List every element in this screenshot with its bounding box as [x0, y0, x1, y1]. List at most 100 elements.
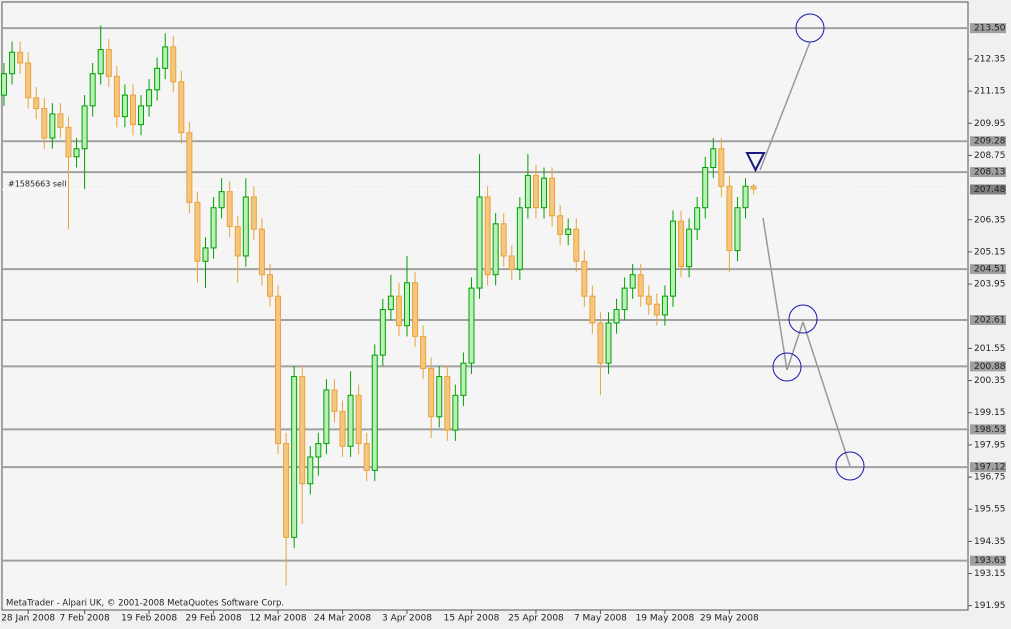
candle-body [500, 223, 507, 257]
level-label: 208.13 [974, 168, 1006, 178]
level-label-box [970, 315, 1006, 326]
candle-body [258, 228, 265, 276]
candle-body [307, 456, 314, 485]
candle-body [283, 443, 290, 538]
sell-arrow [745, 152, 766, 173]
candle-body [33, 97, 40, 110]
candle-body [524, 175, 531, 209]
candle-body [428, 368, 435, 418]
order-label: #1585663 sell [8, 180, 66, 189]
candle-body [202, 247, 209, 262]
level-label: 213.50 [974, 24, 1006, 34]
candle-body [97, 49, 104, 75]
y-tick-label: 211.15 [974, 87, 1006, 97]
candle-body [339, 410, 346, 447]
x-tick-label: 7 May 2008 [574, 614, 627, 624]
y-tick-label: 206.35 [974, 215, 1006, 225]
candle-body [347, 394, 354, 447]
candle-body [420, 335, 427, 370]
level-label: 204.51 [974, 265, 1006, 275]
candle-body [218, 191, 225, 209]
candle-body [363, 443, 370, 471]
level-label-box [970, 424, 1006, 435]
y-tick-label: 197.95 [974, 440, 1006, 450]
y-tick-label: 200.35 [974, 376, 1006, 386]
level-label: 202.61 [974, 316, 1006, 326]
candle-body [210, 207, 217, 249]
candle-body [726, 185, 733, 252]
candle-body [17, 51, 24, 64]
y-tick-label: 199.15 [974, 408, 1006, 418]
candle-body [81, 105, 88, 150]
candle-body [549, 177, 556, 217]
x-tick-label: 29 Feb 2008 [186, 614, 242, 624]
candle-body [178, 81, 185, 134]
candle-body [89, 73, 96, 107]
candle-body [412, 282, 419, 337]
candle-body [645, 295, 652, 305]
candle-body [275, 295, 282, 445]
candle-body [597, 322, 604, 364]
target-circle [772, 352, 802, 382]
candle-body [750, 185, 757, 190]
level-label-box [970, 555, 1006, 566]
trend-line [759, 41, 811, 171]
candle-body [686, 228, 693, 268]
candle-body [492, 223, 499, 276]
candle-body [291, 376, 298, 538]
trend-line [802, 321, 851, 467]
level-label: 198.53 [974, 425, 1006, 435]
y-tick-label: 191.95 [974, 601, 1006, 611]
candle-body [194, 201, 201, 262]
candle-body [113, 75, 120, 118]
candle-body [581, 260, 588, 297]
candle-body [129, 94, 136, 126]
y-tick-label: 195.55 [974, 505, 1006, 515]
candle-body [460, 362, 467, 396]
candle-body [653, 303, 660, 316]
candle-body [508, 255, 515, 270]
candle-body [484, 196, 491, 276]
x-tick-label: 28 Jan 2008 [1, 614, 55, 624]
candle-body [468, 287, 475, 364]
candle-body [234, 225, 241, 257]
candle-body [734, 207, 741, 252]
x-tick-label: 19 Feb 2008 [121, 614, 177, 624]
candle-body [395, 295, 402, 327]
current-price-box [970, 184, 1006, 195]
x-tick-label: 12 Mar 2008 [250, 614, 307, 624]
candle-body [702, 167, 709, 209]
level-label-box [970, 23, 1006, 34]
candle-body [170, 46, 177, 83]
candle-body [557, 215, 564, 236]
level-label-box [970, 361, 1006, 372]
candle-body [718, 148, 725, 187]
candle-body [121, 94, 128, 118]
candle-body [299, 376, 306, 485]
y-tick-label: 205.15 [974, 247, 1006, 257]
level-label-box [970, 462, 1006, 473]
x-tick-label: 7 Feb 2008 [59, 614, 110, 624]
level-label-box [970, 167, 1006, 178]
candle-body [710, 148, 717, 169]
y-tick-label: 209.95 [974, 119, 1006, 129]
x-tick-label: 24 Mar 2008 [314, 614, 371, 624]
candle-body [105, 49, 112, 77]
candle-body [637, 274, 644, 297]
candle-body [323, 389, 330, 445]
y-tick-label: 196.75 [974, 473, 1006, 483]
y-tick-label: 212.35 [974, 54, 1006, 64]
level-label-box [970, 264, 1006, 275]
trend-line [786, 321, 804, 371]
x-tick-label: 25 Apr 2008 [508, 614, 564, 624]
candle-body [379, 309, 386, 356]
x-tick-label: 15 Apr 2008 [444, 614, 500, 624]
y-tick-label: 194.35 [974, 537, 1006, 547]
y-tick-label: 203.95 [974, 280, 1006, 290]
candle-body [73, 148, 80, 158]
candle-body [226, 191, 233, 227]
level-label: 200.88 [974, 362, 1006, 372]
candle-body [154, 67, 161, 91]
candle-body [436, 376, 443, 418]
